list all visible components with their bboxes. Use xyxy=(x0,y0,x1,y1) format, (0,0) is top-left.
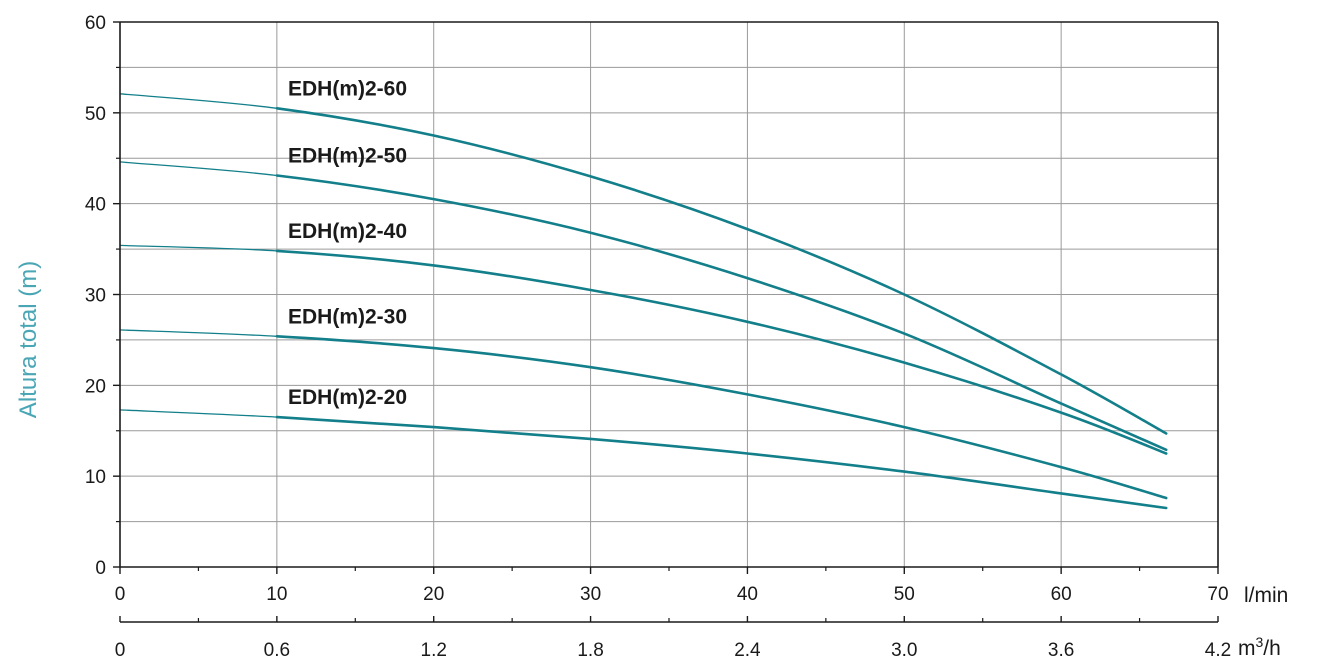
y-tick-label: 40 xyxy=(85,195,106,216)
y-tick-label: 30 xyxy=(85,286,106,307)
x-unit-label: l/min xyxy=(1244,584,1288,607)
series-line xyxy=(275,415,1168,510)
x-tick-label: 40 xyxy=(737,584,758,605)
series-line xyxy=(275,249,1168,455)
series-label: EDH(m)2-40 xyxy=(288,220,407,243)
y-tick-label: 0 xyxy=(95,558,106,579)
labels: EDH(m)2-60 EDH(m)2-50 EDH(m)2-40 EDH(m)2-30… xyxy=(15,13,1288,661)
x-tick-label: 0 xyxy=(115,584,126,605)
series-line xyxy=(275,107,1168,435)
x2-tick-label: 1.2 xyxy=(421,640,447,661)
series-line-thin xyxy=(119,161,277,177)
series-line-thin xyxy=(119,409,277,418)
grid xyxy=(120,22,1218,567)
series-line-thin xyxy=(119,244,277,252)
y-tick-label: 60 xyxy=(85,13,106,34)
series-line xyxy=(275,174,1168,452)
series-label: EDH(m)2-50 xyxy=(288,145,407,168)
x-tick-label: 50 xyxy=(894,584,915,605)
series-line-thin xyxy=(119,93,277,109)
x-tick-label: 10 xyxy=(266,584,287,605)
x2-unit-label: m3/h xyxy=(1238,634,1281,660)
series-label: EDH(m)2-30 xyxy=(288,305,407,328)
x2-tick-label: 4.2 xyxy=(1205,640,1231,661)
series-label: EDH(m)2-60 xyxy=(288,77,407,100)
y-tick-label: 50 xyxy=(85,104,106,125)
x2-tick-label: 1.8 xyxy=(577,640,603,661)
x2-tick-label: 3.0 xyxy=(891,640,917,661)
x-tick-label: 20 xyxy=(423,584,444,605)
axes xyxy=(113,21,1219,623)
x2-tick-label: 0.6 xyxy=(264,640,290,661)
series-line-thin xyxy=(119,329,277,337)
x2-tick-label: 3.6 xyxy=(1048,640,1074,661)
x2-tick-label: 0 xyxy=(115,640,126,661)
x2-tick-label: 2.4 xyxy=(734,640,761,661)
y-tick-label: 20 xyxy=(85,376,106,397)
x-tick-label: 60 xyxy=(1051,584,1072,605)
series-label: EDH(m)2-20 xyxy=(288,386,407,409)
y-axis-label: Altura total (m) xyxy=(15,261,42,418)
y-tick-label: 10 xyxy=(85,467,106,488)
x-tick-label: 30 xyxy=(580,584,601,605)
series-line xyxy=(275,335,1168,500)
curves xyxy=(119,93,1168,510)
x-tick-label: 70 xyxy=(1207,584,1228,605)
